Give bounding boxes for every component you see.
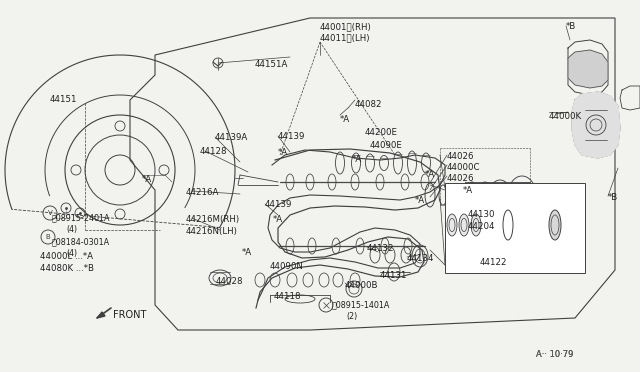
Text: Ⓥ08915-2401A: Ⓥ08915-2401A — [52, 213, 111, 222]
Text: 44134: 44134 — [407, 254, 435, 263]
Text: A·· 10·79: A·· 10·79 — [536, 350, 573, 359]
Text: 44216M(RH): 44216M(RH) — [186, 215, 240, 224]
Text: 44082: 44082 — [355, 100, 383, 109]
Text: 44216A: 44216A — [186, 188, 220, 197]
Text: 44130: 44130 — [468, 210, 495, 219]
Text: V: V — [47, 210, 52, 216]
Text: 44132: 44132 — [367, 244, 394, 253]
Text: 44131: 44131 — [380, 271, 408, 280]
Text: 44204: 44204 — [468, 222, 495, 231]
Bar — [445, 183, 585, 273]
Text: 44128: 44128 — [200, 147, 227, 156]
Text: 44080K ...*B: 44080K ...*B — [40, 264, 94, 273]
Polygon shape — [97, 312, 105, 318]
Ellipse shape — [471, 214, 481, 236]
Text: *A: *A — [463, 186, 473, 195]
Text: *A: *A — [242, 248, 252, 257]
Ellipse shape — [459, 214, 469, 236]
Polygon shape — [568, 50, 608, 88]
Ellipse shape — [503, 210, 513, 240]
Text: *A: *A — [340, 115, 350, 124]
Text: 44011　(LH): 44011 (LH) — [320, 33, 371, 42]
Text: 44090E: 44090E — [370, 141, 403, 150]
Text: A·· 10·79: A·· 10·79 — [536, 350, 573, 359]
Text: 44000K: 44000K — [549, 112, 582, 121]
Text: 44139: 44139 — [278, 132, 305, 141]
Ellipse shape — [549, 210, 561, 240]
Text: *A: *A — [352, 155, 362, 164]
Text: 44000C: 44000C — [447, 163, 481, 172]
Text: 44151: 44151 — [50, 95, 77, 104]
Text: *A: *A — [273, 215, 283, 224]
Text: 44001　(RH): 44001 (RH) — [320, 22, 372, 31]
Ellipse shape — [447, 214, 457, 236]
Text: 44200E: 44200E — [365, 128, 398, 137]
Text: 44118: 44118 — [274, 292, 301, 301]
Text: FRONT: FRONT — [113, 310, 147, 320]
Text: 44026: 44026 — [447, 174, 474, 183]
Text: Ⓥ08915-1401A: Ⓥ08915-1401A — [332, 300, 390, 309]
Text: *A: *A — [425, 170, 435, 179]
Text: 44122: 44122 — [480, 258, 508, 267]
Text: 44216N(LH): 44216N(LH) — [186, 227, 238, 236]
Text: *B: *B — [608, 193, 618, 202]
Text: Ⓑ08184-0301A: Ⓑ08184-0301A — [52, 237, 110, 246]
Text: 44000L ...*A: 44000L ...*A — [40, 252, 93, 261]
Text: 44028: 44028 — [216, 277, 243, 286]
Text: 44139A: 44139A — [215, 133, 248, 142]
Text: *A: *A — [278, 148, 288, 157]
Text: 44090N: 44090N — [270, 262, 304, 271]
Text: 44000B: 44000B — [345, 281, 378, 290]
Text: (2): (2) — [346, 312, 357, 321]
Text: (4): (4) — [66, 225, 77, 234]
Text: *A: *A — [415, 196, 425, 205]
Text: 44026: 44026 — [447, 152, 474, 161]
Text: B: B — [45, 234, 51, 240]
Text: *B: *B — [566, 22, 576, 31]
Text: (4): (4) — [66, 249, 77, 258]
Polygon shape — [572, 92, 620, 158]
Text: *A: *A — [142, 175, 152, 184]
Text: 44151A: 44151A — [255, 60, 289, 69]
Text: 44139: 44139 — [265, 200, 292, 209]
